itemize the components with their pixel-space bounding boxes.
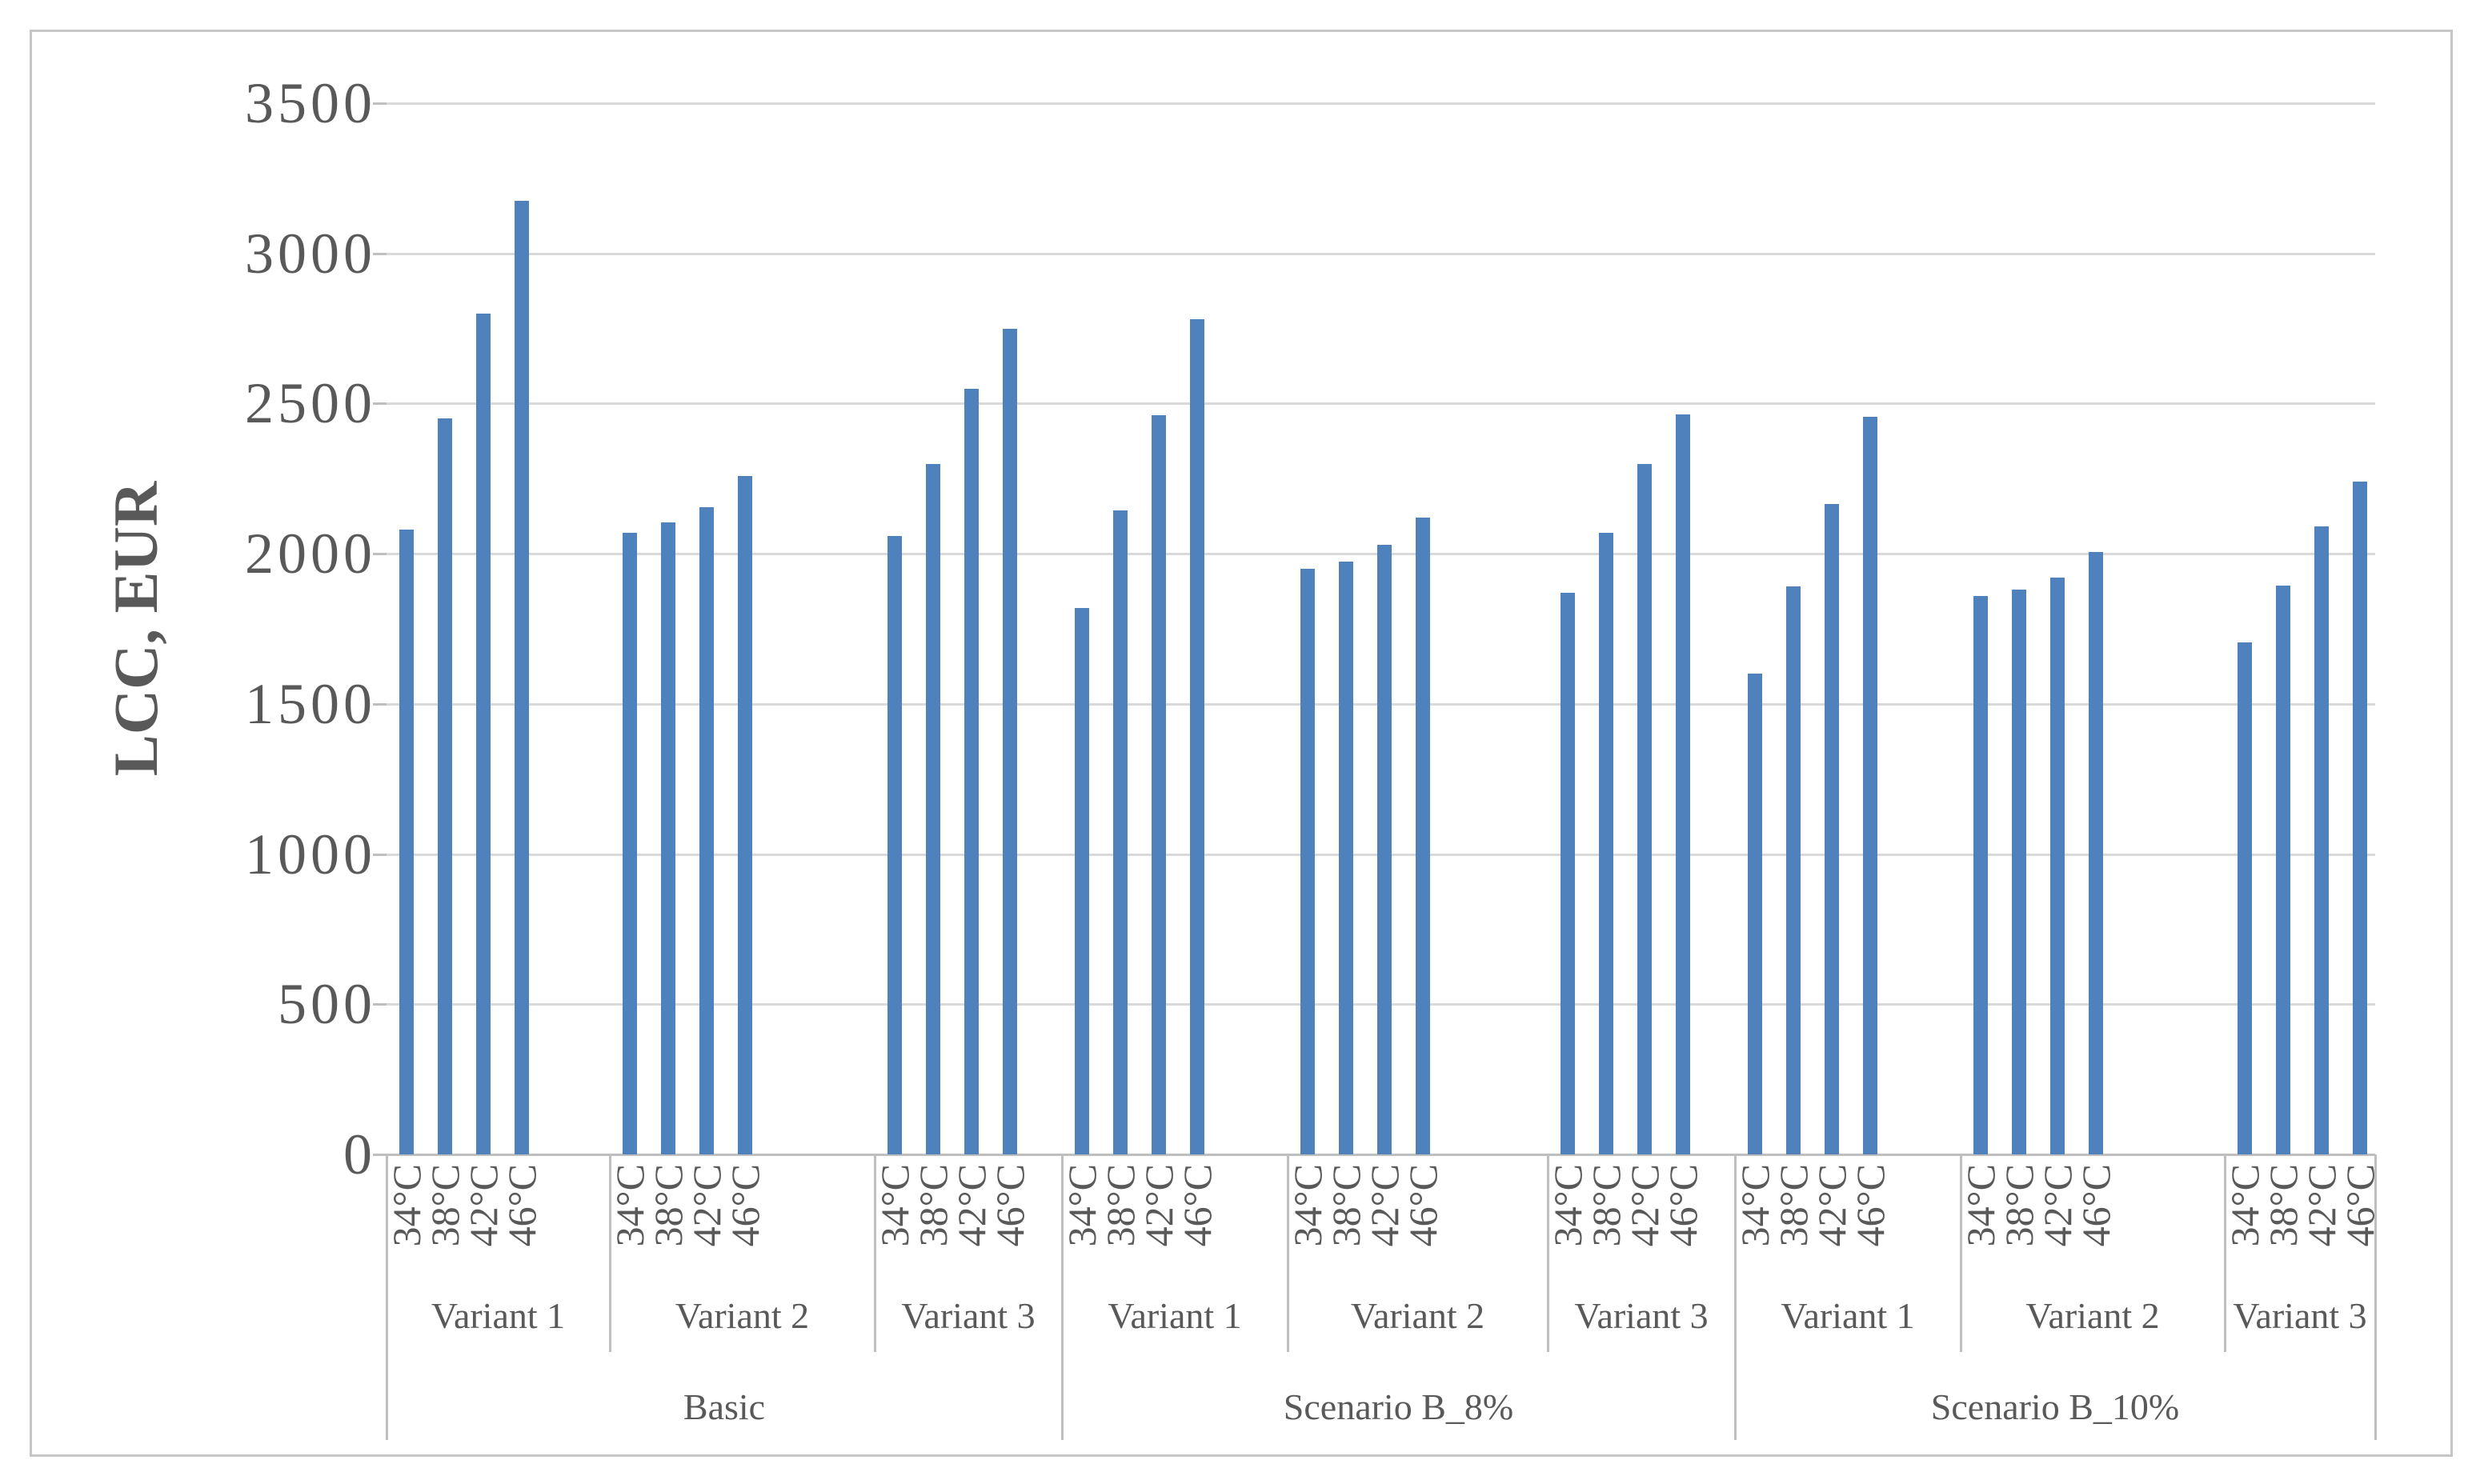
x-label-variant: Variant 2 [1350, 1295, 1485, 1336]
x-tick-label-temp: 46°C [1400, 1164, 1445, 1247]
bar-ScenarioB10-v1-34°C [1748, 674, 1762, 1154]
category-separator-8 [2224, 1154, 2226, 1352]
category-separator-0 [386, 1154, 388, 1440]
category-separator-7 [1960, 1154, 1962, 1352]
bar-ScenarioB10-v3-42°C [2314, 526, 2329, 1154]
bar-Basic-v1-34°C [399, 530, 414, 1154]
y-tick-label-2000: 2000 [245, 522, 376, 586]
x-axis-line [387, 1154, 2375, 1156]
bar-Basic-v3-38°C [926, 463, 940, 1154]
chart-outer-border [30, 30, 2453, 1457]
category-separator-4 [1287, 1154, 1289, 1352]
gridline-3000 [387, 252, 2375, 255]
x-tick-label-temp: 46°C [2338, 1164, 2382, 1247]
x-label-variant: Variant 3 [1574, 1295, 1709, 1336]
bar-ScenarioB8-v3-42°C [1637, 463, 1652, 1154]
category-separator-3 [1061, 1154, 1064, 1440]
category-separator-9 [2374, 1154, 2377, 1440]
category-separator-5 [1547, 1154, 1549, 1352]
bar-Basic-v3-42°C [964, 388, 979, 1154]
x-tick-label-temp: 46°C [723, 1164, 767, 1247]
bar-ScenarioB8-v3-34°C [1561, 592, 1575, 1154]
category-separator-6 [1734, 1154, 1737, 1440]
bar-Basic-v3-46°C [1003, 328, 1017, 1154]
bar-ScenarioB10-v2-38°C [2012, 590, 2026, 1154]
bar-ScenarioB10-v1-46°C [1863, 417, 1877, 1154]
y-tick-label-1000: 1000 [245, 822, 376, 886]
gridline-2500 [387, 402, 2375, 406]
y-tick-label-0: 0 [343, 1122, 376, 1186]
bar-ScenarioB8-v1-34°C [1075, 607, 1089, 1154]
bar-Basic-v2-34°C [623, 532, 637, 1154]
x-tick-label-temp: 46°C [499, 1164, 544, 1247]
bar-ScenarioB8-v3-38°C [1599, 532, 1613, 1154]
bar-Basic-v2-42°C [699, 506, 714, 1154]
x-label-variant: Variant 2 [2025, 1295, 2160, 1336]
bar-ScenarioB10-v2-46°C [2089, 552, 2103, 1154]
category-separator-1 [609, 1154, 611, 1352]
x-label-variant: Variant 1 [1781, 1295, 1915, 1336]
y-tick-label-1500: 1500 [245, 671, 376, 736]
x-tick-label-temp: 46°C [1848, 1164, 1893, 1247]
x-label-variant: Variant 2 [675, 1295, 810, 1336]
bar-ScenarioB10-v3-34°C [2238, 642, 2252, 1154]
y-tick-label-3000: 3000 [245, 221, 376, 286]
x-label-scenario: Scenario B_10% [1930, 1386, 2180, 1427]
bar-Basic-v2-38°C [661, 522, 675, 1154]
bar-Basic-v3-34°C [887, 535, 902, 1154]
y-tick-500 [373, 1003, 387, 1006]
y-tick-2000 [373, 553, 387, 556]
y-tick-1000 [373, 853, 387, 856]
y-tick-3500 [373, 102, 387, 105]
x-label-scenario: Basic [683, 1386, 766, 1427]
bar-ScenarioB10-v2-42°C [2050, 578, 2065, 1154]
bar-ScenarioB10-v3-38°C [2276, 585, 2290, 1154]
x-label-scenario: Scenario B_8% [1283, 1386, 1514, 1427]
y-tick-label-2500: 2500 [245, 371, 376, 436]
x-label-variant: Variant 3 [901, 1295, 1036, 1336]
bar-Basic-v1-42°C [476, 313, 491, 1154]
bar-ScenarioB8-v3-46°C [1676, 414, 1690, 1154]
bar-ScenarioB8-v1-42°C [1152, 415, 1166, 1154]
bar-ScenarioB8-v2-34°C [1300, 568, 1315, 1154]
bar-ScenarioB8-v2-42°C [1377, 544, 1392, 1154]
y-axis-title: LCC, EUR [101, 481, 170, 777]
x-label-variant: Variant 1 [431, 1295, 566, 1336]
bar-ScenarioB8-v1-38°C [1113, 510, 1128, 1154]
bar-ScenarioB10-v1-38°C [1786, 586, 1801, 1154]
y-tick-2500 [373, 402, 387, 406]
bar-ScenarioB8-v1-46°C [1190, 319, 1204, 1154]
y-tick-label-3500: 3500 [245, 71, 376, 135]
y-tick-0 [373, 1154, 387, 1156]
bar-ScenarioB10-v3-46°C [2353, 482, 2367, 1154]
bar-Basic-v1-46°C [515, 201, 529, 1154]
x-tick-label-temp: 46°C [2073, 1164, 2118, 1247]
x-label-variant: Variant 1 [1108, 1295, 1242, 1336]
bar-Basic-v2-46°C [738, 475, 752, 1154]
bar-ScenarioB10-v1-42°C [1825, 504, 1839, 1154]
y-tick-1500 [373, 702, 387, 706]
y-tick-label-500: 500 [278, 972, 376, 1037]
x-tick-label-temp: 46°C [1175, 1164, 1220, 1247]
category-separator-2 [874, 1154, 876, 1352]
bar-Basic-v1-38°C [438, 418, 452, 1154]
bar-ScenarioB10-v2-34°C [1973, 595, 1988, 1154]
bar-ScenarioB8-v2-46°C [1416, 518, 1430, 1154]
bar-ScenarioB8-v2-38°C [1339, 561, 1353, 1154]
y-tick-3000 [373, 252, 387, 255]
x-label-variant: Variant 3 [2233, 1295, 2367, 1336]
gridline-3500 [387, 102, 2375, 105]
